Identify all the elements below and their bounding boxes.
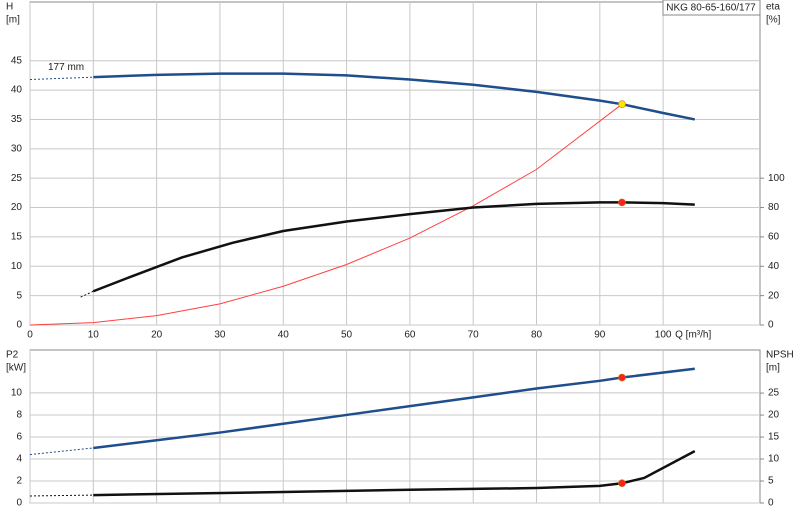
curve — [29, 103, 623, 326]
y-tick-label: 15 — [11, 232, 23, 243]
y-tick-label: 6 — [16, 432, 22, 443]
y-tick-label: 2 — [16, 476, 22, 487]
y2-tick-label: 0 — [768, 320, 774, 331]
x-tick-label: 80 — [531, 330, 543, 341]
x-tick-label: 100 — [655, 330, 672, 341]
y-tick-label: 45 — [11, 55, 23, 66]
y2-tick-label: 80 — [768, 202, 780, 213]
y-axis-label: [m] — [6, 15, 20, 26]
y2-tick-label: 60 — [768, 232, 780, 243]
x-tick-label: 0 — [27, 330, 33, 341]
x-tick-label: 40 — [278, 330, 290, 341]
x-tick-label: 60 — [404, 330, 416, 341]
y2-tick-label: 20 — [768, 410, 780, 421]
operating-point — [618, 479, 626, 488]
y-tick-label: 5 — [16, 290, 22, 301]
y-tick-label: 8 — [16, 410, 22, 421]
y-axis-label: H — [6, 2, 13, 13]
x-tick-label: 70 — [468, 330, 480, 341]
annotation: 177 mm — [48, 62, 84, 73]
title-box — [662, 0, 761, 16]
y-axis-label: P2 — [6, 350, 19, 361]
y2-tick-label: 15 — [768, 432, 780, 443]
y-tick-label: 0 — [16, 498, 22, 509]
y2-tick-label: 100 — [768, 173, 785, 184]
y-tick-label: 30 — [11, 143, 23, 154]
curve — [29, 447, 94, 456]
plot-area — [29, 1, 761, 326]
y2-tick-label: 20 — [768, 290, 780, 301]
y-tick-label: 10 — [11, 388, 23, 399]
x-tick-label: 20 — [151, 330, 163, 341]
y2-tick-label: 5 — [768, 476, 774, 487]
operating-point — [618, 100, 626, 108]
y2-axis-label: eta — [766, 2, 780, 13]
y-tick-label: 35 — [11, 114, 23, 125]
y-axis-label: [kW] — [6, 363, 26, 374]
y2-tick-label: 25 — [768, 388, 780, 399]
y-tick-label: 0 — [16, 320, 22, 331]
chart-title: NKG 80-65-160/177 — [666, 3, 756, 14]
x-axis-label: Q [m³/h] — [675, 330, 711, 341]
curve — [93, 450, 696, 497]
x-tick-label: 90 — [594, 330, 606, 341]
curve — [93, 72, 696, 121]
operating-point — [618, 373, 626, 382]
y2-tick-label: 0 — [768, 498, 774, 509]
curve — [29, 76, 94, 81]
operating-point — [618, 198, 626, 207]
y2-tick-label: 40 — [768, 261, 780, 272]
y-tick-label: 4 — [16, 454, 22, 465]
y2-axis-label: [m] — [766, 363, 780, 374]
y-tick-label: 10 — [11, 261, 23, 272]
x-tick-label: 30 — [214, 330, 226, 341]
y2-tick-label: 10 — [768, 454, 780, 465]
curve — [93, 367, 695, 450]
y-tick-label: 20 — [11, 202, 23, 213]
x-tick-label: 10 — [88, 330, 100, 341]
y2-axis-label: [%] — [766, 15, 781, 26]
y-tick-label: 40 — [11, 85, 23, 96]
y-tick-label: 25 — [11, 173, 23, 184]
curve — [29, 494, 94, 497]
x-tick-label: 50 — [341, 330, 353, 341]
y2-axis-label: NPSH — [766, 350, 794, 361]
